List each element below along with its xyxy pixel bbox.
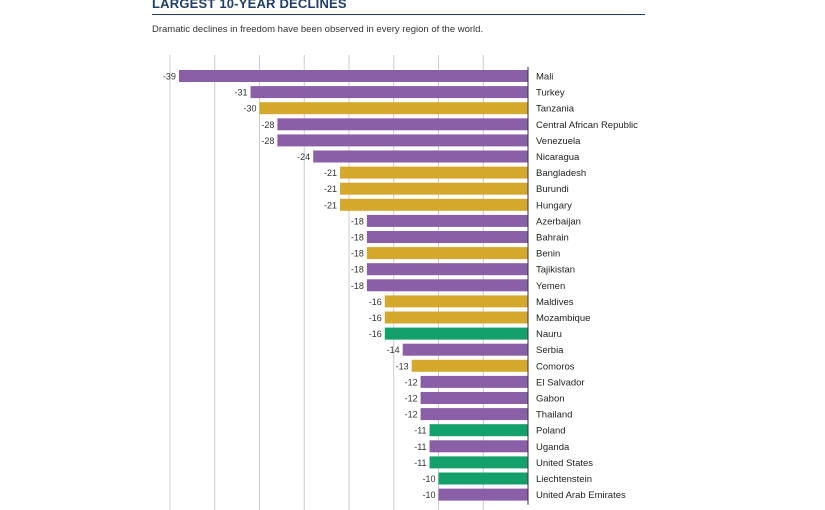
bar-value-label: -10 bbox=[422, 490, 435, 500]
category-label: Azerbaijan bbox=[536, 216, 581, 227]
bar bbox=[178, 70, 528, 82]
category-label: Yemen bbox=[536, 281, 565, 292]
bar bbox=[420, 392, 528, 404]
bar bbox=[429, 440, 528, 453]
bar-value-label: -16 bbox=[369, 297, 382, 307]
bar bbox=[340, 182, 528, 195]
title-rule bbox=[152, 14, 645, 15]
category-label: Turkey bbox=[536, 88, 565, 99]
category-label: Nauru bbox=[536, 329, 562, 340]
category-label: Liechtenstein bbox=[536, 474, 592, 485]
chart-subtitle: Dramatic declines in freedom have been o… bbox=[152, 24, 484, 35]
bar-value-label: -31 bbox=[235, 88, 248, 98]
bar bbox=[366, 231, 528, 243]
bar-value-label: -21 bbox=[324, 184, 337, 194]
bar-value-label: -16 bbox=[369, 329, 382, 339]
bar bbox=[384, 311, 528, 324]
bar-value-label: -18 bbox=[351, 265, 364, 275]
bar bbox=[366, 279, 528, 292]
bar-value-label: -12 bbox=[405, 394, 418, 404]
category-label: Bangladesh bbox=[536, 168, 586, 179]
bar-value-label: -11 bbox=[414, 426, 426, 436]
category-label: Serbia bbox=[536, 345, 564, 356]
category-label: Gabon bbox=[536, 394, 565, 405]
bar bbox=[366, 214, 528, 227]
category-label: Nicaragua bbox=[536, 152, 580, 163]
bar-value-label: -14 bbox=[387, 345, 400, 355]
category-label: Maldives bbox=[536, 297, 574, 308]
bar bbox=[420, 408, 528, 421]
bar-value-label: -11 bbox=[414, 442, 426, 452]
bar-value-label: -18 bbox=[351, 249, 364, 259]
bar-value-label: -18 bbox=[351, 216, 364, 226]
category-label: Benin bbox=[536, 249, 560, 260]
category-label: Hungary bbox=[536, 200, 572, 211]
bar bbox=[429, 456, 528, 469]
bar bbox=[429, 424, 528, 437]
bar-value-label: -21 bbox=[324, 200, 337, 210]
category-label: Thailand bbox=[536, 410, 572, 421]
bar-value-label: -18 bbox=[351, 233, 364, 243]
category-label: United Arab Emirates bbox=[536, 490, 626, 501]
bar bbox=[411, 359, 528, 372]
bar bbox=[259, 102, 528, 115]
category-label: Mozambique bbox=[536, 313, 590, 324]
bar bbox=[420, 375, 528, 388]
category-label: Bahrain bbox=[536, 233, 569, 244]
bar-value-label: -39 bbox=[163, 72, 176, 82]
bar-value-label: -30 bbox=[243, 104, 256, 114]
bar-value-label: -11 bbox=[414, 458, 426, 468]
category-label: Comoros bbox=[536, 361, 575, 372]
category-label: Central African Republic bbox=[536, 120, 638, 131]
bar-value-label: -13 bbox=[396, 361, 409, 371]
bar bbox=[250, 86, 529, 99]
category-label: Venezuela bbox=[536, 136, 581, 147]
bar bbox=[402, 343, 528, 356]
bar-value-label: -12 bbox=[405, 377, 418, 387]
bar bbox=[277, 134, 528, 147]
category-label: Uganda bbox=[536, 442, 570, 453]
category-label: Tajikistan bbox=[536, 265, 575, 276]
bar bbox=[438, 488, 528, 501]
category-label: United States bbox=[536, 458, 593, 469]
bar-value-label: -18 bbox=[351, 281, 364, 291]
category-label: Tanzania bbox=[536, 104, 575, 115]
bar-value-label: -12 bbox=[405, 410, 418, 420]
bar bbox=[438, 472, 528, 485]
category-label: Burundi bbox=[536, 184, 569, 195]
bar bbox=[366, 247, 528, 260]
bar-value-label: -10 bbox=[422, 474, 435, 484]
bar bbox=[277, 118, 528, 131]
bar-value-label: -16 bbox=[369, 313, 382, 323]
category-label: Poland bbox=[536, 426, 566, 437]
bar-value-label: -28 bbox=[261, 136, 274, 146]
bar bbox=[384, 327, 528, 340]
bar-value-label: -28 bbox=[261, 120, 274, 130]
bar bbox=[340, 166, 528, 179]
bar-value-label: -21 bbox=[324, 168, 337, 178]
bar-value-label: -24 bbox=[297, 152, 310, 162]
bar bbox=[384, 295, 528, 308]
chart-title: LARGEST 10-YEAR DECLINES bbox=[152, 0, 347, 11]
category-label: Mali bbox=[536, 72, 553, 83]
category-label: El Salvador bbox=[536, 377, 585, 388]
bar bbox=[340, 198, 528, 211]
bar bbox=[366, 263, 528, 276]
bar bbox=[313, 150, 528, 163]
